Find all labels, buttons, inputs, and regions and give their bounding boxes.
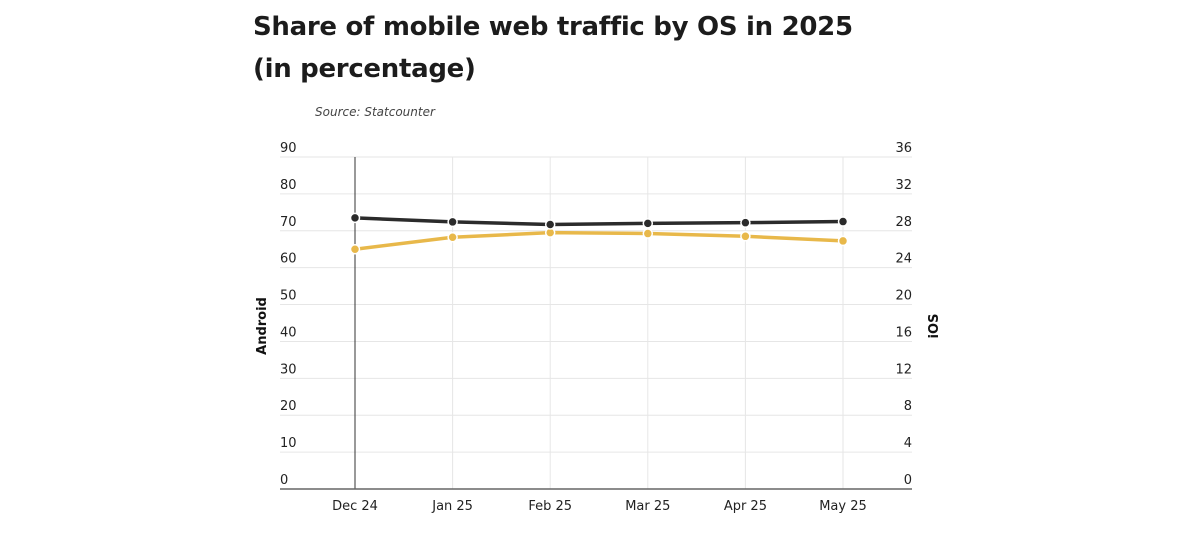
y-tick-left: 20	[280, 399, 297, 414]
series-line-ios	[354, 230, 844, 251]
y-tick-left: 10	[280, 436, 297, 451]
y-tick-right: 16	[895, 325, 912, 340]
y-axis-left: 0 10 20 30 40 50 60 70 80 90	[280, 141, 297, 488]
data-point-android[interactable]	[740, 217, 751, 228]
y-tick-right: 20	[895, 289, 912, 304]
data-point-android[interactable]	[447, 216, 458, 228]
y-tick-right: 36	[895, 141, 912, 156]
data-point-ios[interactable]	[349, 243, 361, 255]
x-tick-label: Jan 25	[431, 499, 473, 514]
x-tick-label: May 25	[819, 499, 867, 514]
x-tick-label: Feb 25	[528, 499, 572, 514]
x-tick-label: Apr 25	[724, 499, 767, 514]
y-tick-left: 70	[280, 215, 297, 230]
data-point-android[interactable]	[642, 218, 654, 229]
y-tick-right: 12	[895, 362, 912, 377]
grid	[280, 156, 912, 489]
y-tick-right: 4	[904, 436, 912, 451]
data-point-android[interactable]	[349, 212, 361, 224]
y-tick-left: 50	[280, 289, 297, 304]
series-line-android	[354, 216, 844, 227]
y-tick-right: 24	[895, 252, 912, 267]
data-point-android[interactable]	[544, 219, 556, 230]
y-tick-right: 0	[904, 473, 912, 488]
data-point-android[interactable]	[837, 216, 849, 227]
data-point-ios[interactable]	[740, 231, 751, 242]
y-axis-right: 0 4 8 12 16 20 24 28 32 36	[895, 141, 912, 488]
y-tick-left: 90	[280, 141, 297, 156]
x-tick-label: Mar 25	[625, 499, 670, 514]
y-tick-left: 30	[280, 362, 297, 377]
y-tick-right: 8	[904, 399, 912, 414]
y-tick-left: 60	[280, 252, 297, 267]
chart-source: Source: Statcounter	[315, 105, 435, 119]
data-point-ios[interactable]	[837, 235, 849, 247]
y-tick-right: 28	[895, 215, 912, 230]
chart-title-line2: (in percentage)	[253, 54, 476, 84]
chart-title: Share of mobile web traffic by OS in 202…	[253, 6, 853, 90]
y-tick-left: 0	[280, 473, 288, 488]
x-axis: Dec 24 Jan 25 Feb 25 Mar 25 Apr 25 May 25	[280, 488, 912, 514]
y-tick-right: 32	[895, 178, 912, 193]
data-point-ios[interactable]	[447, 231, 458, 243]
data-point-ios[interactable]	[642, 228, 654, 239]
y-tick-left: 40	[280, 325, 297, 340]
y-tick-left: 80	[280, 178, 297, 193]
series-group	[349, 212, 849, 255]
x-tick-label: Dec 24	[332, 499, 378, 514]
chart-title-line1: Share of mobile web traffic by OS in 202…	[253, 12, 853, 42]
y-axis-left-title: Android	[255, 297, 270, 355]
y-axis-right-title: iOS	[927, 314, 942, 339]
